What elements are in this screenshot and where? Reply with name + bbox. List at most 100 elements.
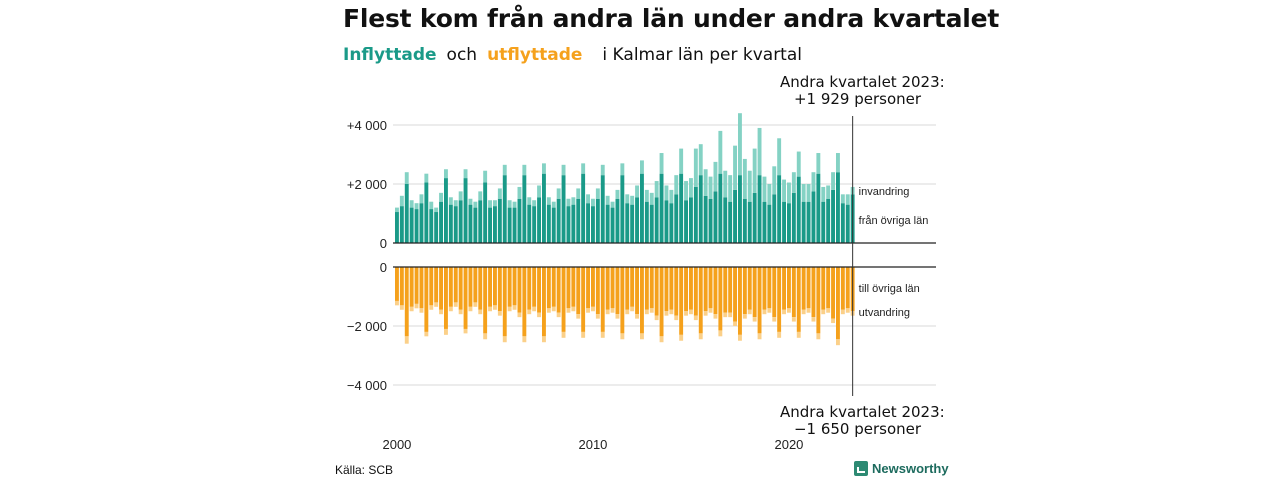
bar-utflyttade-utvandring <box>826 308 831 313</box>
bar-inflyttade-invandring <box>483 170 488 183</box>
bar-utflyttade-utvandring <box>493 305 497 310</box>
bar-inflyttade-lan <box>747 201 752 243</box>
bar-inflyttade-lan <box>752 192 757 243</box>
bar-utflyttade-lan <box>840 267 845 310</box>
bar-inflyttade-lan <box>811 191 816 243</box>
bar-inflyttade-invandring <box>493 200 497 207</box>
bar-utflyttade-lan <box>527 267 532 310</box>
bar-utflyttade-utvandring <box>752 317 757 322</box>
bar-utflyttade-lan <box>493 267 497 306</box>
bar-inflyttade-invandring <box>605 195 610 205</box>
annotation-bottom-line2: −1 650 personer <box>793 420 922 438</box>
bar-inflyttade-invandring <box>664 185 669 201</box>
bar-utflyttade-lan <box>429 267 434 306</box>
bar-inflyttade-invandring <box>689 178 693 198</box>
bar-utflyttade-lan <box>713 267 718 315</box>
bar-inflyttade-lan <box>502 175 507 243</box>
bar-inflyttade-invandring <box>693 148 698 187</box>
bar-inflyttade-lan <box>478 200 483 243</box>
bar-inflyttade-lan <box>777 175 782 243</box>
series-label-fran-ovriga-lan: från övriga län <box>859 215 929 227</box>
bar-inflyttade-invandring <box>591 198 595 207</box>
bar-utflyttade-utvandring <box>600 331 605 338</box>
bar-utflyttade-utvandring <box>409 306 414 312</box>
bar-inflyttade-invandring <box>399 195 404 207</box>
bar-utflyttade-utvandring <box>448 306 453 312</box>
bar-inflyttade-lan <box>816 173 821 243</box>
bar-utflyttade-lan <box>586 267 590 309</box>
bar-utflyttade-utvandring <box>605 309 610 315</box>
bar-inflyttade-lan <box>463 178 468 243</box>
bar-inflyttade-invandring <box>811 172 816 192</box>
bar-inflyttade-lan <box>791 192 796 243</box>
bar-utflyttade-utvandring <box>831 318 835 324</box>
bar-inflyttade-lan <box>497 198 502 243</box>
bar-utflyttade-utvandring <box>439 309 443 315</box>
bar-inflyttade-lan <box>409 207 414 243</box>
bar-utflyttade-utvandring <box>796 331 801 338</box>
bar-utflyttade-lan <box>738 267 742 335</box>
bar-inflyttade-lan <box>542 173 546 243</box>
bar-utflyttade-lan <box>806 267 811 309</box>
bar-inflyttade-invandring <box>728 175 733 202</box>
newsworthy-chart-icon <box>854 461 868 476</box>
y-tick-label-top: +2 000 <box>347 177 387 192</box>
bar-inflyttade-lan <box>669 203 674 243</box>
bar-inflyttade-invandring <box>708 176 713 199</box>
bar-inflyttade-lan <box>782 201 786 243</box>
bar-utflyttade-lan <box>610 267 615 309</box>
bar-utflyttade-utvandring <box>488 306 492 312</box>
bar-inflyttade-invandring <box>595 188 600 199</box>
bar-utflyttade-lan <box>635 267 639 315</box>
bar-utflyttade-utvandring <box>463 328 468 334</box>
bar-utflyttade-lan <box>532 267 537 307</box>
bar-inflyttade-invandring <box>429 201 434 210</box>
bar-utflyttade-lan <box>581 267 586 332</box>
bar-inflyttade-lan <box>640 173 644 243</box>
bar-utflyttade-lan <box>439 267 443 310</box>
bar-inflyttade-invandring <box>566 198 571 207</box>
bar-utflyttade-utvandring <box>806 308 811 313</box>
bar-inflyttade-lan <box>434 212 439 243</box>
bar-utflyttade-lan <box>556 267 561 313</box>
bar-utflyttade-lan <box>512 267 517 306</box>
bar-inflyttade-lan <box>429 209 434 243</box>
bar-inflyttade-lan <box>703 195 708 243</box>
bar-utflyttade-utvandring <box>620 333 625 340</box>
series-label-utvandring: utvandring <box>859 307 910 319</box>
bar-inflyttade-invandring <box>742 158 747 199</box>
bar-inflyttade-lan <box>831 189 835 243</box>
bar-utflyttade-lan <box>674 267 679 316</box>
bar-utflyttade-lan <box>742 267 747 315</box>
bar-utflyttade-utvandring <box>399 305 404 310</box>
bar-inflyttade-invandring <box>468 198 473 205</box>
bar-inflyttade-lan <box>395 212 399 243</box>
bar-utflyttade-utvandring <box>635 314 639 319</box>
bar-inflyttade-lan <box>684 200 688 243</box>
bar-utflyttade-utvandring <box>738 334 742 341</box>
bar-inflyttade-lan <box>600 175 605 243</box>
bar-inflyttade-lan <box>537 197 541 243</box>
bar-inflyttade-lan <box>649 204 654 243</box>
bar-inflyttade-invandring <box>635 185 639 198</box>
bar-inflyttade-lan <box>693 186 698 243</box>
bar-inflyttade-lan <box>698 175 703 243</box>
bar-utflyttade-utvandring <box>571 306 576 312</box>
bar-utflyttade-utvandring <box>772 317 777 322</box>
bar-utflyttade-utvandring <box>747 309 752 315</box>
bar-inflyttade-lan <box>733 189 737 243</box>
bar-inflyttade-invandring <box>507 200 512 208</box>
bar-inflyttade-invandring <box>444 169 448 179</box>
bar-inflyttade-lan <box>787 203 791 243</box>
bar-inflyttade-invandring <box>517 186 522 199</box>
bar-inflyttade-invandring <box>502 164 507 176</box>
bar-utflyttade-utvandring <box>444 328 448 335</box>
bar-utflyttade-utvandring <box>478 309 483 315</box>
bar-inflyttade-lan <box>767 204 772 243</box>
bar-utflyttade-lan <box>649 267 654 309</box>
annotation-top-line1: Andra kvartalet 2023: <box>780 73 945 91</box>
newsworthy-logo: Newsworthy <box>854 461 949 476</box>
bar-utflyttade-utvandring <box>845 308 850 313</box>
bar-inflyttade-lan <box>493 206 497 243</box>
bar-utflyttade-lan <box>757 267 762 334</box>
